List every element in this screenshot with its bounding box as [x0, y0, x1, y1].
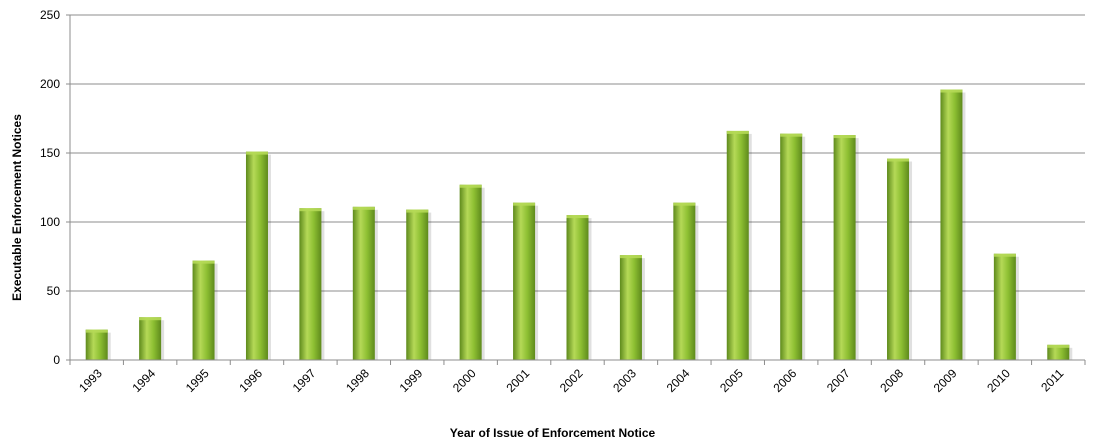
x-tick-label: 1999 — [397, 366, 426, 395]
bar — [566, 215, 589, 360]
x-tick-label: 2004 — [664, 366, 693, 395]
x-tick-label: 1995 — [183, 366, 212, 395]
bar-top-highlight — [245, 151, 268, 155]
bar-group — [566, 215, 592, 360]
bar-top-highlight — [1047, 344, 1070, 348]
bar-group — [833, 135, 859, 360]
y-tick-label: 50 — [47, 284, 61, 298]
bar — [673, 202, 696, 360]
x-tick-label: 2001 — [503, 366, 532, 395]
bar-group — [993, 253, 1019, 360]
bar-group — [780, 133, 806, 360]
bar-group — [513, 202, 539, 360]
bar-top-highlight — [887, 158, 910, 162]
bar-group — [726, 130, 752, 360]
bar-top-highlight — [940, 89, 963, 93]
bar — [993, 253, 1016, 360]
bar — [513, 202, 536, 360]
y-axis: 0 50 100 150 200 250 — [40, 8, 71, 367]
bar-group — [673, 202, 699, 360]
bar — [1047, 344, 1070, 360]
y-tick-label: 250 — [40, 8, 60, 22]
bar — [245, 151, 268, 360]
bar-top-highlight — [352, 206, 375, 210]
bar-group — [192, 260, 218, 360]
y-tick-label: 150 — [40, 146, 60, 160]
bar-group — [1047, 344, 1073, 360]
y-tick-label: 200 — [40, 77, 60, 91]
x-tick-label: 2002 — [557, 366, 586, 395]
bar — [459, 184, 482, 360]
bar-top-highlight — [459, 184, 482, 188]
bar-top-highlight — [833, 135, 856, 139]
bar-top-highlight — [566, 215, 589, 219]
y-axis-title: Executable Enforcement Notices — [10, 114, 24, 301]
x-tick-label: 1997 — [290, 366, 319, 395]
bar-group — [940, 89, 966, 361]
x-tick-label: 2000 — [450, 366, 479, 395]
bars — [85, 89, 1073, 361]
bar-group — [352, 206, 378, 360]
bar — [833, 135, 856, 360]
bar-group — [459, 184, 485, 360]
bar-top-highlight — [726, 130, 749, 134]
x-tick-label: 2009 — [931, 366, 960, 395]
bar-top-highlight — [139, 317, 162, 321]
bar-top-highlight — [780, 133, 803, 137]
bar-top-highlight — [406, 209, 429, 213]
x-tick-label: 2011 — [1038, 366, 1066, 394]
x-tick-label: 2008 — [877, 366, 906, 395]
bar — [352, 206, 375, 360]
bar — [139, 317, 162, 360]
x-tick-label: 2005 — [717, 366, 746, 395]
x-tick-label: 1994 — [129, 366, 158, 395]
x-tick-label: 1993 — [76, 366, 105, 395]
bar — [887, 158, 910, 360]
x-tick-label: 1998 — [343, 366, 372, 395]
bar — [940, 89, 963, 361]
bar — [85, 329, 108, 360]
bar-group — [299, 208, 325, 360]
x-tick-label: 2006 — [771, 366, 800, 395]
bar — [726, 130, 749, 360]
y-tick-label: 0 — [53, 353, 60, 367]
bar-group — [139, 317, 165, 360]
bar-top-highlight — [673, 202, 696, 206]
bar-group — [245, 151, 271, 360]
bar-top-highlight — [85, 329, 108, 333]
x-tick-label: 2003 — [610, 366, 639, 395]
bar-top-highlight — [993, 253, 1016, 257]
y-tick-label: 100 — [40, 215, 60, 229]
bar — [299, 208, 322, 360]
bar — [619, 255, 642, 360]
bar-top-highlight — [192, 260, 215, 264]
bar-group — [85, 329, 111, 360]
bar-top-highlight — [299, 208, 322, 212]
bar-group — [619, 255, 645, 360]
bar — [406, 209, 429, 360]
bar-group — [406, 209, 432, 360]
x-tick-label: 2007 — [824, 366, 853, 395]
bar-top-highlight — [513, 202, 536, 206]
bar — [192, 260, 215, 360]
x-axis: 1993 1994 1995 1996 1997 1998 1999 2000 2001 2002… — [69, 359, 1086, 395]
bar-top-highlight — [619, 255, 642, 259]
x-tick-label: 1996 — [236, 366, 265, 395]
bar — [780, 133, 803, 360]
x-axis-title: Year of Issue of Enforcement Notice — [450, 426, 656, 440]
x-tick-label: 2010 — [984, 366, 1013, 395]
bar-group — [887, 158, 913, 360]
